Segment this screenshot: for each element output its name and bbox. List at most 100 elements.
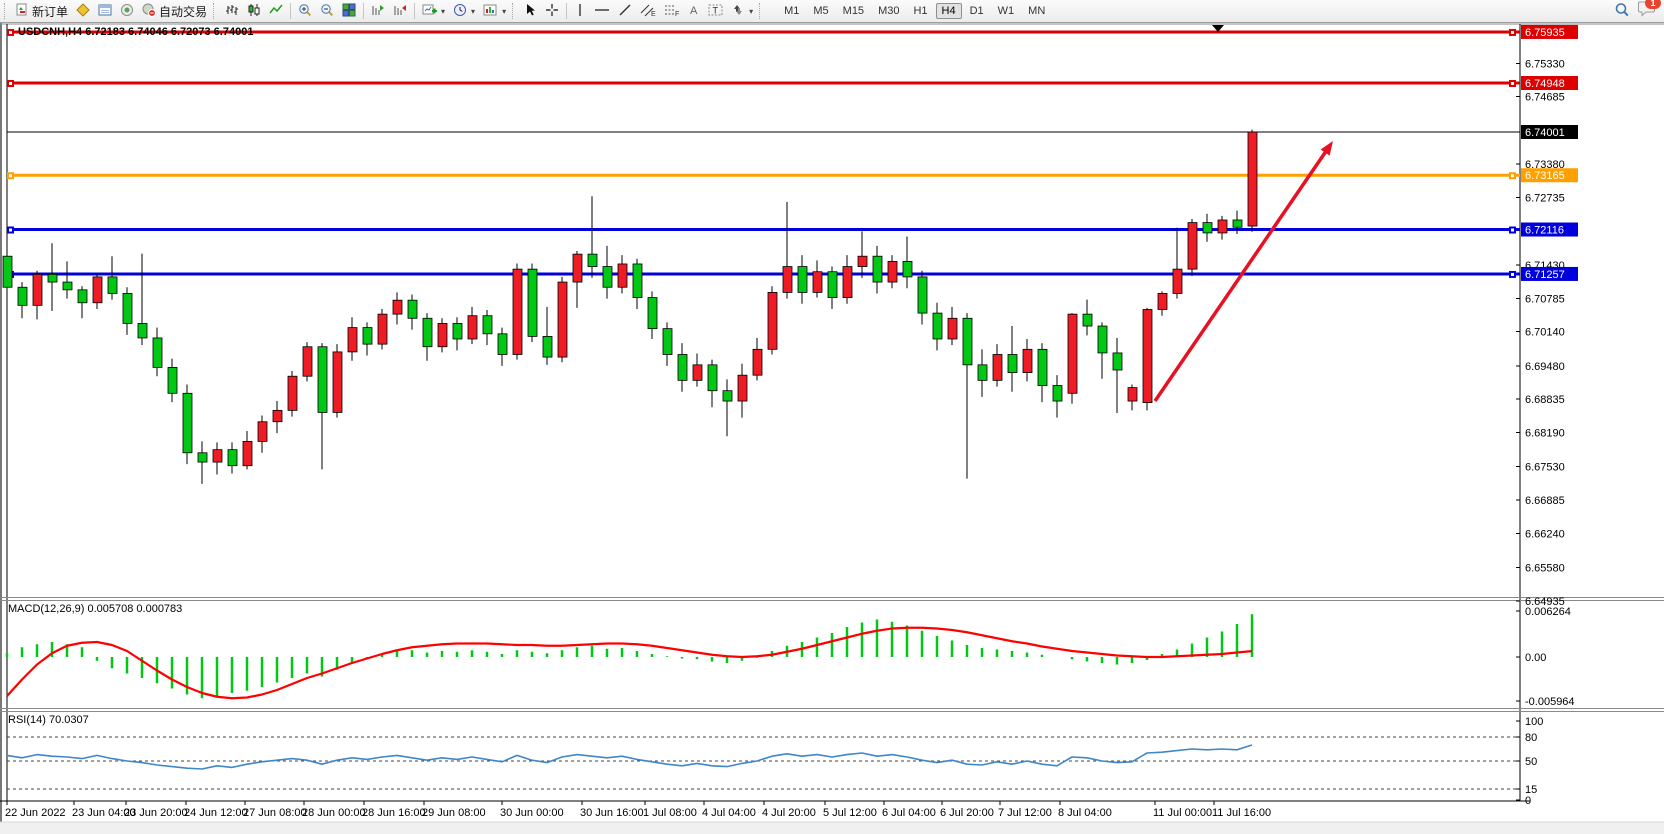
templates-button[interactable]: ▾ [479, 0, 510, 22]
time-label: 11 Jul 00:00 [1153, 807, 1212, 819]
price-line-label: 6.72116 [1525, 225, 1564, 237]
candle-bullish [1172, 268, 1183, 294]
time-label: 4 Jul 04:00 [702, 807, 756, 819]
timeframe-button-m30[interactable]: M30 [878, 5, 900, 17]
timeframe-button-w1[interactable]: W1 [997, 5, 1015, 17]
trend-arrow-shaft[interactable] [1153, 148, 1329, 402]
chart-shift-button[interactable] [389, 0, 411, 22]
cursor-button[interactable] [520, 0, 541, 22]
rsi-axis-label: 50 [1525, 756, 1537, 768]
dropdown-arrow-icon: ▾ [441, 6, 446, 16]
data-window-button[interactable] [94, 0, 116, 22]
timeframe-button-h1[interactable]: H1 [913, 5, 928, 17]
toolbar-grip [213, 3, 217, 19]
candle-bearish [197, 452, 208, 463]
timeframe-button-h4[interactable]: H4 [935, 3, 962, 19]
search-button[interactable] [1610, 0, 1634, 22]
arrows-button[interactable]: ▾ [727, 0, 757, 22]
clock-icon [453, 3, 467, 20]
time-label: 5 Jul 12:00 [823, 807, 877, 819]
time-label: 24 Jun 12:00 [184, 807, 248, 819]
channel-icon: E [640, 3, 656, 20]
timeframe-button-d1[interactable]: D1 [969, 5, 984, 17]
price-line-label: 6.74948 [1525, 78, 1565, 90]
line-handle-center [1511, 82, 1514, 86]
auto-scroll-button[interactable] [367, 0, 389, 22]
trend-arrow-head[interactable] [1320, 141, 1333, 156]
candle-bullish [617, 263, 628, 288]
cursor-icon [524, 3, 537, 20]
timeframe-button-mn[interactable]: MN [1028, 5, 1046, 17]
chart-window: 6.75330 6.74685 6.73380 6.72735 6.71430 6.707… [0, 23, 1664, 834]
timeframe-button-m1[interactable]: M1 [784, 5, 800, 17]
candle-bullish [947, 317, 958, 340]
candle-bullish [377, 313, 388, 345]
candle-bearish [932, 312, 943, 340]
candlestick-chart-button[interactable] [243, 0, 265, 22]
price-line-label: 6.73165 [1525, 170, 1565, 182]
line-handle-center [9, 228, 12, 232]
horizontal-line-button[interactable] [590, 0, 614, 22]
candle-bullish [257, 421, 268, 442]
navigator-button[interactable] [116, 0, 138, 22]
candle-bearish [977, 364, 988, 381]
candle-bearish [527, 268, 538, 337]
toolbar-separator [363, 3, 365, 19]
price-tick-label: 6.68190 [1525, 428, 1565, 440]
candle-bearish [662, 328, 673, 355]
vertical-line-icon [574, 3, 586, 20]
text-label-button[interactable]: T [704, 0, 727, 22]
line-chart-button[interactable] [265, 0, 287, 22]
candle-bullish [212, 449, 223, 463]
toolbar-separator [290, 3, 292, 19]
rsi-axis-label: 15 [1525, 784, 1537, 796]
vertical-line-button[interactable] [570, 0, 590, 22]
zoom-in-button[interactable] [294, 0, 316, 22]
crosshair-button[interactable] [541, 0, 563, 22]
price-tick-label: 6.72735 [1525, 192, 1565, 204]
macd-signal-line [6, 626, 1253, 700]
bar-chart-button[interactable] [221, 0, 243, 22]
price-tick-label: 6.65580 [1525, 563, 1565, 575]
candle-bullish [392, 299, 403, 315]
chart-profiles-button[interactable] [72, 0, 94, 22]
candle-bearish [167, 367, 178, 394]
zoom-in-icon [298, 3, 312, 20]
autotrading-label: 自动交易 [159, 4, 208, 19]
time-label: 6 Jul 04:00 [882, 807, 936, 819]
candle-bullish [242, 440, 253, 467]
tile-windows-button[interactable] [338, 0, 360, 22]
time-label: 30 Jun 16:00 [580, 807, 644, 819]
text-button[interactable]: A [684, 0, 704, 22]
price-chart-canvas[interactable]: 6.753306.746856.733806.727356.714306.707… [0, 23, 1664, 834]
time-label: 1 Jul 08:00 [643, 807, 697, 819]
timeframe-group: M1 M5 M15 M30 H1 H4 D1 W1 MN [777, 3, 1052, 19]
time-label: 23 Jun 20:00 [124, 807, 188, 819]
autotrading-button[interactable]: 自动交易 [138, 0, 211, 22]
chat-button[interactable]: 1 [1638, 0, 1661, 22]
dropdown-arrow-icon: ▾ [502, 6, 507, 16]
candle-bearish [317, 346, 328, 413]
candle-bearish [1007, 354, 1018, 373]
new-chart-button[interactable]: ▾ [418, 0, 449, 22]
time-label: 27 Jun 08:00 [243, 807, 307, 819]
zoom-out-button[interactable] [316, 0, 338, 22]
fibonacci-icon: F [664, 3, 680, 20]
candle-bullish [752, 348, 763, 376]
candle-bearish [827, 271, 838, 298]
fibonacci-button[interactable]: F [660, 0, 684, 22]
toolbar-separator [414, 3, 416, 19]
equidistant-channel-button[interactable]: E [636, 0, 660, 22]
timeframe-button-m5[interactable]: M5 [813, 5, 829, 17]
profiles-icon [76, 2, 90, 20]
main-toolbar: 新订单 自动交易 ▾ ▾ ▾ E F A T ▾ M1 M5 M15 M30 H1 H4 D… [0, 0, 1664, 23]
candle-bearish [362, 327, 373, 345]
price-line-label-bg [1521, 222, 1578, 237]
time-label: 8 Jul 04:00 [1058, 807, 1112, 819]
timeframe-button-m15[interactable]: M15 [842, 5, 865, 17]
bottom-strip [0, 822, 1664, 834]
periods-button[interactable]: ▾ [449, 0, 479, 22]
trendline-button[interactable] [614, 0, 636, 22]
macd-axis-label: 0.00 [1525, 652, 1546, 664]
new-order-button[interactable]: 新订单 [12, 0, 72, 22]
